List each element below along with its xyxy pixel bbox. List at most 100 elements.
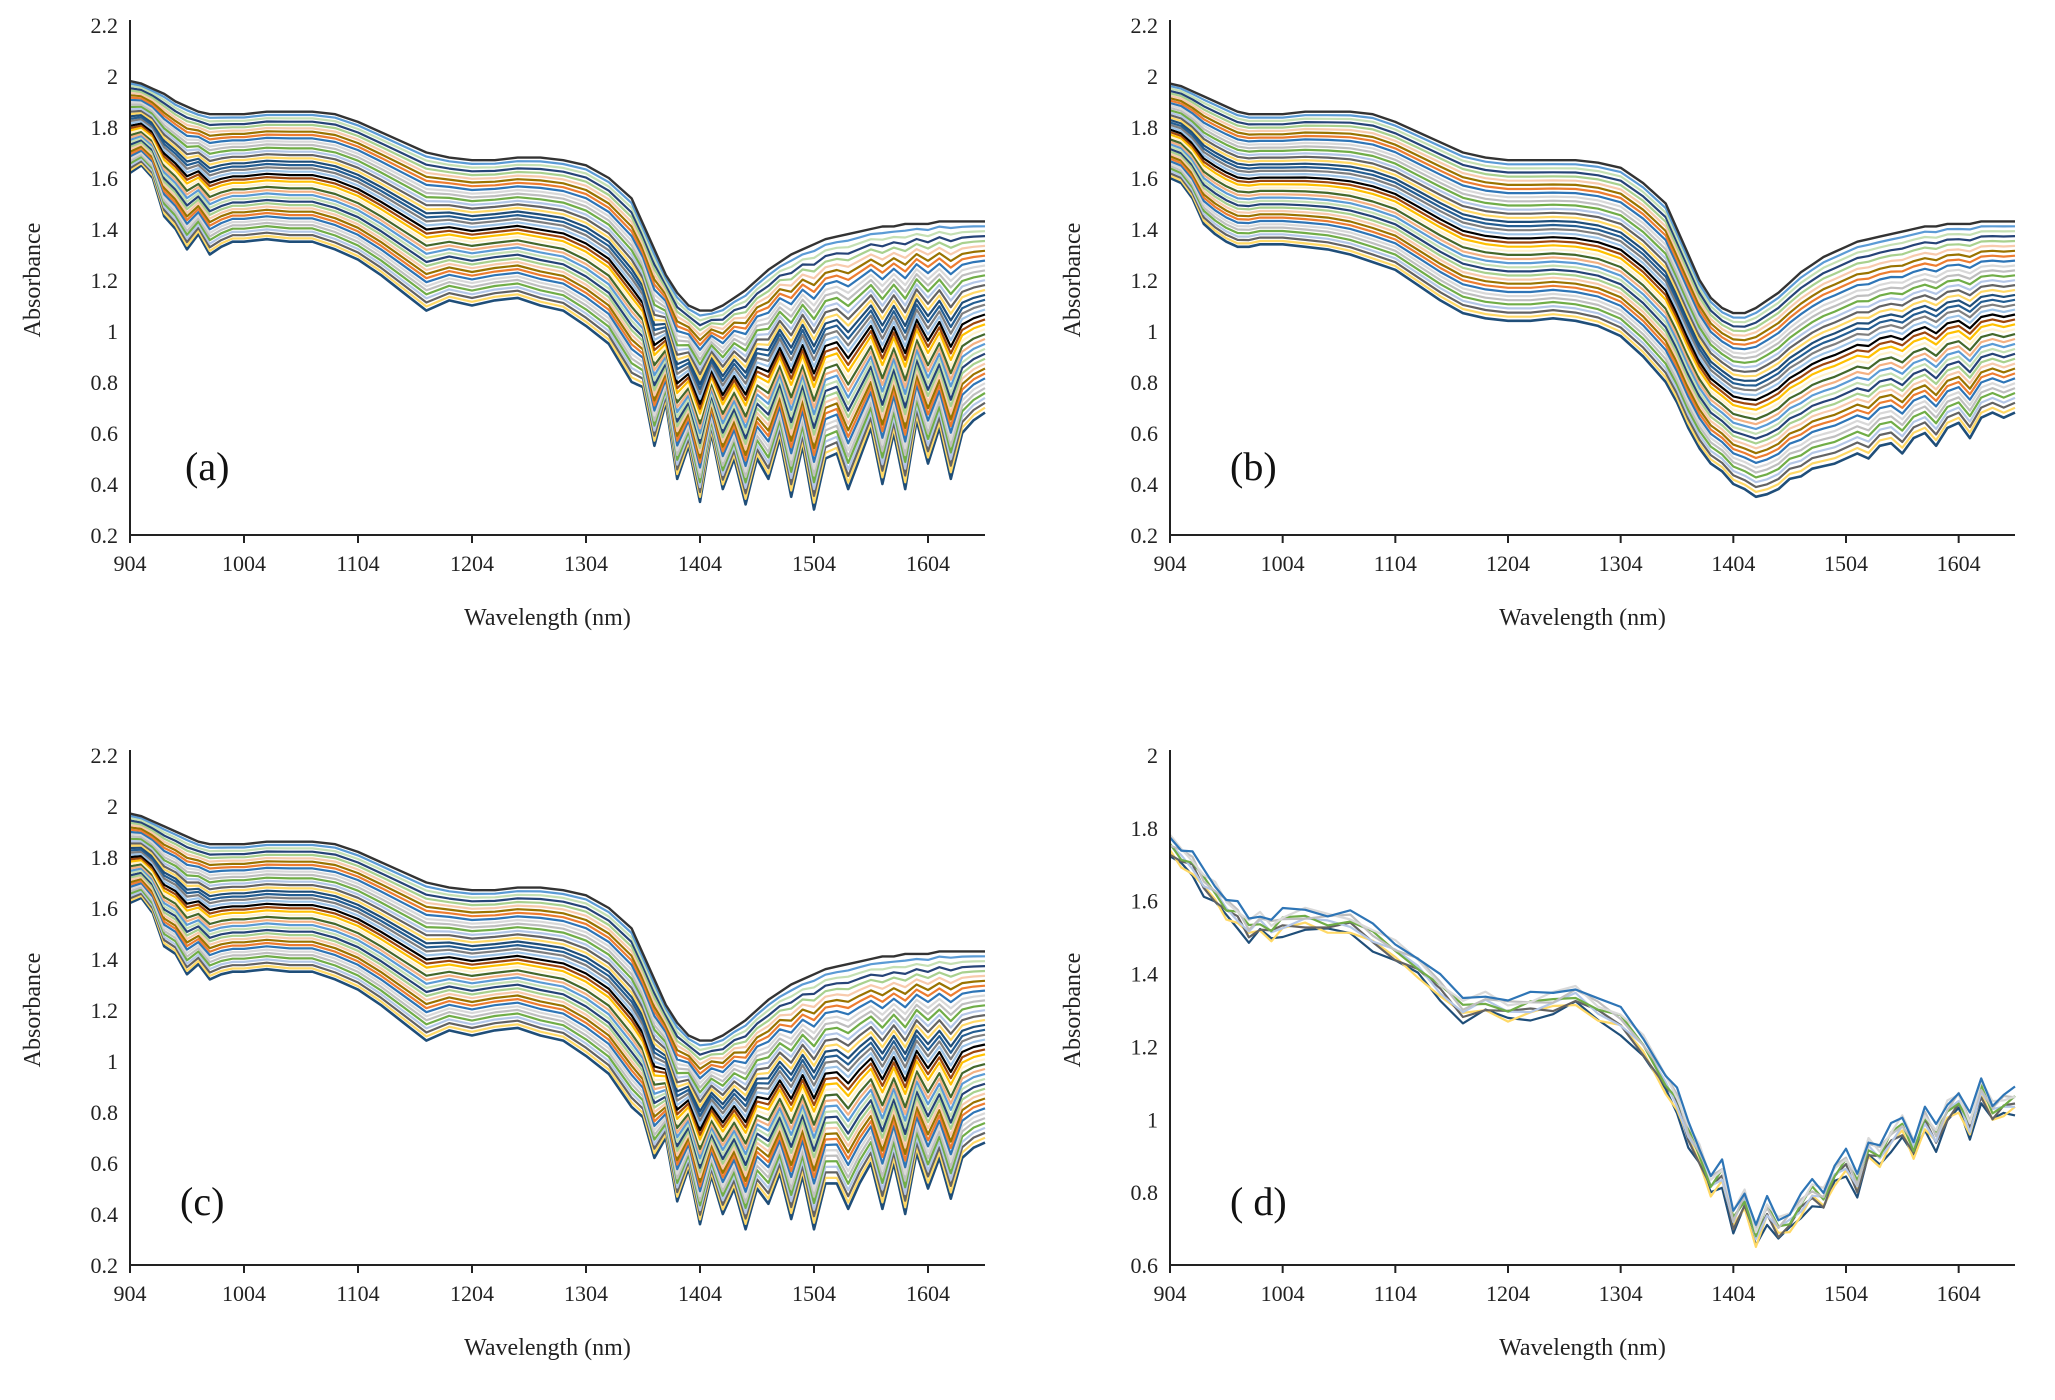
series-line-11 (129, 875, 986, 1179)
series-line-3 (129, 892, 986, 1220)
series-line-21 (129, 122, 986, 405)
x-tick-label: 1304 (1599, 1281, 1643, 1306)
series-line-25 (1169, 118, 2016, 382)
x-tick-label: 1204 (1486, 551, 1530, 576)
series-line-4 (129, 157, 986, 491)
y-tick-label: 1.6 (1131, 166, 1159, 191)
series-line-6 (1169, 164, 2016, 474)
series-line-27 (1169, 114, 2016, 373)
y-tick-label: 1.6 (91, 896, 119, 921)
x-tick-label: 904 (1154, 1281, 1187, 1306)
series-line-24 (129, 848, 986, 1117)
series-line-14 (1169, 145, 2016, 435)
series-line-12 (1169, 150, 2016, 445)
series-line-6 (129, 886, 986, 1204)
series-line-9 (1169, 157, 2016, 460)
x-tick-label: 1504 (1824, 1281, 1868, 1306)
series-line-8 (129, 149, 986, 469)
series-line-39 (1169, 85, 2016, 319)
series-line-12 (129, 873, 986, 1174)
y-tick-label: 0.4 (1131, 472, 1159, 497)
x-axis-title: Wavelength (nm) (464, 1335, 631, 1361)
series-line-4 (129, 890, 986, 1215)
series-line-16 (129, 865, 986, 1155)
x-tick-label: 1304 (564, 551, 608, 576)
series-line-39 (129, 82, 986, 317)
series-line-13 (129, 139, 986, 445)
series-line-29 (129, 837, 986, 1094)
series-line-11 (129, 143, 986, 454)
series-line-24 (129, 116, 986, 391)
y-tick-label: 1.2 (91, 998, 119, 1023)
chart-panel-3: 904 1004 1104 1204 1304 1404 1504 1604 0.2 0.4 0.6… (20, 743, 986, 1361)
series-line-15 (1169, 143, 2016, 431)
series-line-33 (1169, 99, 2016, 346)
y-tick-label: 0.6 (1131, 1253, 1159, 1278)
series-line-20 (129, 124, 986, 410)
y-tick-label: 0.2 (91, 523, 119, 548)
series-line-30 (129, 835, 986, 1089)
series-line-32 (129, 98, 986, 351)
series-line-19 (129, 126, 986, 415)
y-tick-label: 2.2 (91, 13, 119, 38)
series-line-40 (129, 79, 985, 312)
y-tick-label: 1.4 (1131, 217, 1159, 242)
y-tick-label: 1 (1147, 319, 1158, 344)
x-tick-label: 1504 (792, 551, 836, 576)
series-line-35 (1169, 94, 2016, 337)
series-line-9 (129, 147, 986, 464)
y-tick-label: 2 (107, 64, 118, 89)
x-tick-label: 1304 (1599, 551, 1643, 576)
series-line-1 (1169, 176, 2016, 499)
series-line-17 (129, 130, 986, 425)
series-line-26 (129, 111, 986, 381)
x-tick-label: 1204 (1486, 1281, 1530, 1306)
series-line-31 (129, 101, 986, 356)
series-line-10 (129, 145, 986, 459)
series-line-37 (1169, 89, 2016, 328)
y-tick-label: 2.2 (91, 743, 119, 768)
x-tick-label: 1404 (1711, 551, 1755, 576)
series-line-22 (1169, 126, 2016, 397)
y-tick-label: 1 (107, 1049, 118, 1074)
y-tick-label: 1.2 (1131, 268, 1159, 293)
series-line-26 (129, 844, 986, 1108)
x-tick-label: 1304 (564, 1281, 608, 1306)
series-line-8 (1169, 836, 2016, 1226)
y-tick-label: 0.6 (1131, 421, 1159, 446)
series-line-40 (1169, 82, 2015, 315)
y-tick-label: 2 (1147, 64, 1158, 89)
series-line-13 (129, 871, 986, 1169)
series-line-38 (129, 84, 986, 322)
x-tick-label: 1404 (678, 1281, 722, 1306)
series-line-28 (129, 107, 986, 371)
x-tick-label: 1604 (1937, 1281, 1981, 1306)
series-line-15 (129, 134, 986, 435)
series-line-5 (1169, 167, 2016, 479)
series-line-5 (129, 888, 986, 1209)
series-line-37 (129, 87, 986, 327)
series-line-4 (1169, 844, 2016, 1241)
series-line-36 (1169, 92, 2016, 333)
y-tick-label: 0.4 (91, 472, 119, 497)
series-line-18 (1169, 135, 2016, 416)
series-line-10 (129, 877, 986, 1183)
series-line-17 (129, 863, 986, 1150)
series-line-13 (1169, 147, 2016, 440)
x-tick-label: 1604 (1937, 551, 1981, 576)
series-line-22 (129, 852, 986, 1127)
y-tick-label: 1.6 (91, 166, 119, 191)
series-line-11 (1169, 152, 2016, 450)
series-group (1169, 82, 2016, 499)
series-line-28 (129, 840, 986, 1099)
series-line-16 (129, 132, 986, 430)
series-line-39 (129, 814, 986, 1047)
y-tick-label: 0.8 (91, 1100, 119, 1125)
series-line-22 (129, 120, 986, 400)
y-tick-label: 1.8 (91, 115, 119, 140)
x-axis-title: Wavelength (nm) (1499, 605, 1666, 631)
series-line-17 (1169, 138, 2016, 421)
series-group (129, 812, 986, 1231)
x-tick-label: 904 (114, 551, 147, 576)
series-line-21 (1169, 128, 2016, 402)
